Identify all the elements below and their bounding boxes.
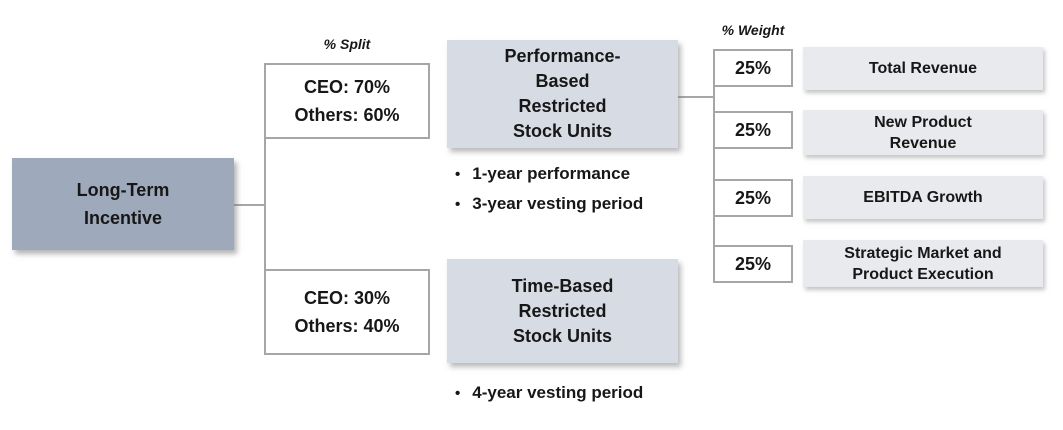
weight-box-1: 25%	[713, 49, 793, 87]
split-top-line2: Others: 60%	[294, 105, 400, 125]
rsu-label-line3: Stock Units	[512, 325, 613, 346]
metric-box-total-revenue: Total Revenue	[803, 47, 1043, 90]
performance-rsu-node: Performance- Based Restricted Stock Unit…	[447, 40, 678, 148]
weight-column-header: % Weight	[721, 22, 785, 38]
prsu-bullet-1: • 1-year performance	[455, 164, 630, 184]
weight-value-2: 25%	[734, 119, 772, 140]
split-top-line1: CEO: 70%	[303, 77, 391, 97]
root-label-line1: Long-Term	[76, 180, 170, 200]
metric-box-strategic-market: Strategic Market and Product Execution	[803, 240, 1043, 287]
connector-weights-vertical	[713, 49, 715, 283]
bullet-icon: •	[455, 385, 461, 402]
split-column-header: % Split	[323, 36, 371, 52]
weight-value-1: 25%	[734, 57, 772, 78]
metric-2-line2: Revenue	[889, 134, 957, 152]
split-node-prsu: CEO: 70% Others: 60%	[264, 63, 430, 139]
prsu-label-line2: Based	[535, 71, 590, 91]
time-rsu-node: Time-Based Restricted Stock Units	[447, 259, 678, 363]
split-bottom-line1: CEO: 30%	[303, 288, 391, 308]
bullet-icon: •	[455, 196, 461, 213]
prsu-bullet-1-text: 1-year performance	[472, 164, 631, 183]
weight-value-3: 25%	[734, 187, 772, 208]
rsu-label-line1: Time-Based	[511, 275, 614, 296]
long-term-incentive-node: Long-Term Incentive	[12, 158, 234, 250]
metric-1-line1: Total Revenue	[868, 60, 978, 77]
metric-3-line1: EBITDA Growth	[863, 189, 983, 206]
metric-4-line1: Strategic Market and	[844, 244, 1002, 262]
split-bottom-line2: Others: 40%	[294, 316, 400, 336]
prsu-label-line1: Performance-	[504, 46, 621, 66]
connector-root-to-split	[233, 204, 266, 206]
prsu-bullet-2-text: 3-year vesting period	[472, 194, 644, 213]
weight-value-4: 25%	[734, 253, 772, 274]
connector-prsu-to-weights	[677, 96, 714, 98]
rsu-bullet-1-text: 4-year vesting period	[472, 383, 644, 402]
metric-2-line1: New Product	[874, 113, 972, 131]
weight-box-2: 25%	[713, 111, 793, 149]
metric-box-ebitda-growth: EBITDA Growth	[803, 176, 1043, 219]
split-node-rsu: CEO: 30% Others: 40%	[264, 269, 430, 355]
prsu-label-line3: Restricted	[518, 96, 607, 116]
metric-box-new-product-revenue: New Product Revenue	[803, 110, 1043, 155]
weight-box-4: 25%	[713, 245, 793, 283]
connector-split-vertical	[264, 138, 266, 270]
rsu-label-line2: Restricted	[518, 300, 607, 321]
bullet-icon: •	[455, 166, 461, 183]
root-label-line2: Incentive	[83, 208, 163, 228]
rsu-bullet-1: • 4-year vesting period	[455, 383, 643, 403]
prsu-label-line4: Stock Units	[512, 121, 613, 141]
prsu-bullet-2: • 3-year vesting period	[455, 194, 643, 214]
metric-4-line2: Product Execution	[852, 265, 994, 283]
weight-box-3: 25%	[713, 179, 793, 217]
